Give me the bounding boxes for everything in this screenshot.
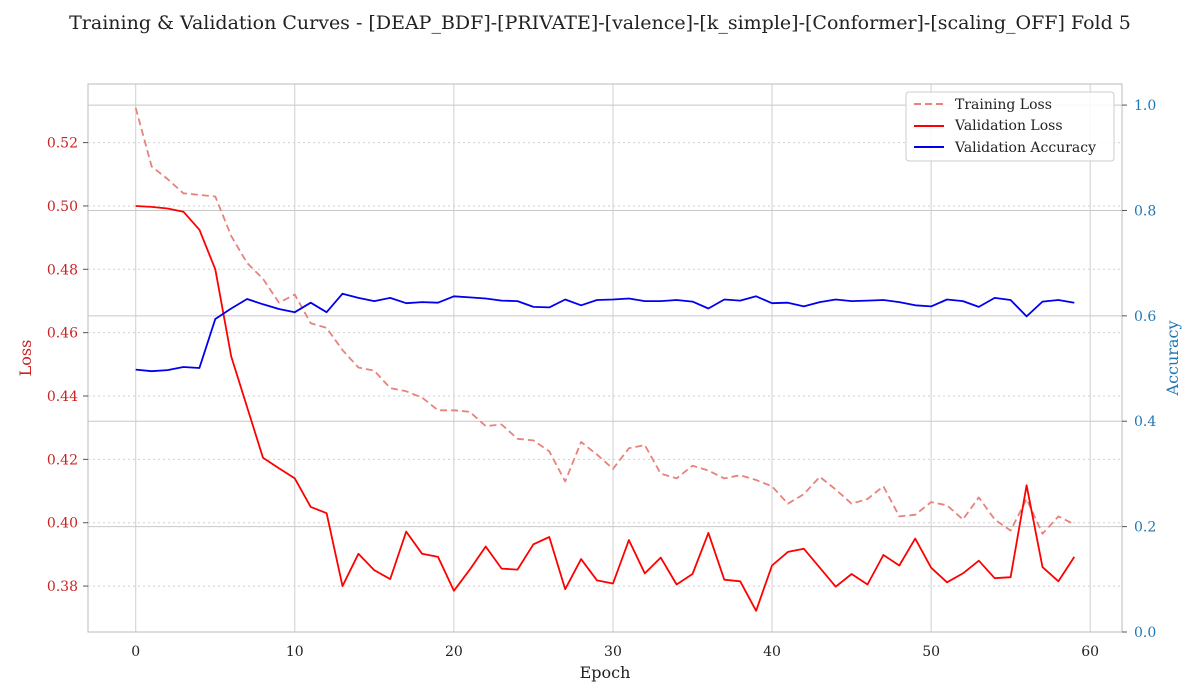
y-right-tick-label-1: 0.2 [1134,520,1156,536]
y-axis-label-right: Accuracy [1163,321,1182,397]
x-tick-label-6: 60 [1081,644,1099,660]
x-tick-label-2: 20 [445,644,463,660]
y-left-tick-label-7: 0.52 [47,136,78,152]
y-axis-label-left: Loss [16,340,35,377]
y-left-tick-label-5: 0.48 [47,262,78,278]
x-tick-label-5: 50 [922,644,940,660]
plot-frame [87,83,1123,633]
y-right-tick-label-0: 0.0 [1134,625,1156,641]
training-loss-line [134,107,1075,535]
y-right-tick-label-2: 0.4 [1134,414,1156,430]
y-left-tick-label-3: 0.44 [47,389,78,405]
y-right-tick-label-5: 1.0 [1134,98,1156,114]
y-right-tick-label-4: 0.8 [1134,203,1156,219]
validation-loss-line [135,205,1076,612]
legend-label-training-loss: Training Loss [955,97,1052,113]
x-tick-label-0: 0 [131,644,140,660]
grid-layer [88,84,1122,633]
x-tick-label-3: 30 [604,644,622,660]
legend: Training Loss Validation Loss Validation… [905,91,1115,162]
tick-layer: 0 10 20 30 40 50 60 0.38 0.40 0.42 0.44 0.46 0.48 0.5… [47,98,1157,660]
legend-label-validation-loss: Validation Loss [954,118,1063,134]
series-layer [134,107,1076,612]
x-tick-label-1: 10 [286,644,304,660]
y-left-tick-label-6: 0.50 [47,199,78,215]
y-left-tick-label-2: 0.42 [47,452,78,468]
x-axis-label: Epoch [580,663,631,682]
y-left-tick-label-0: 0.38 [47,579,78,595]
legend-label-validation-accuracy: Validation Accuracy [954,140,1096,156]
y-right-tick-label-3: 0.6 [1134,309,1156,325]
y-left-tick-label-1: 0.40 [47,516,78,532]
legend-box [905,91,1115,162]
y-left-tick-label-4: 0.46 [47,326,78,342]
chart-title: Training & Validation Curves - [DEAP_BDF… [69,12,1131,34]
validation-accuracy-line [135,292,1075,373]
x-tick-label-4: 40 [763,644,781,660]
